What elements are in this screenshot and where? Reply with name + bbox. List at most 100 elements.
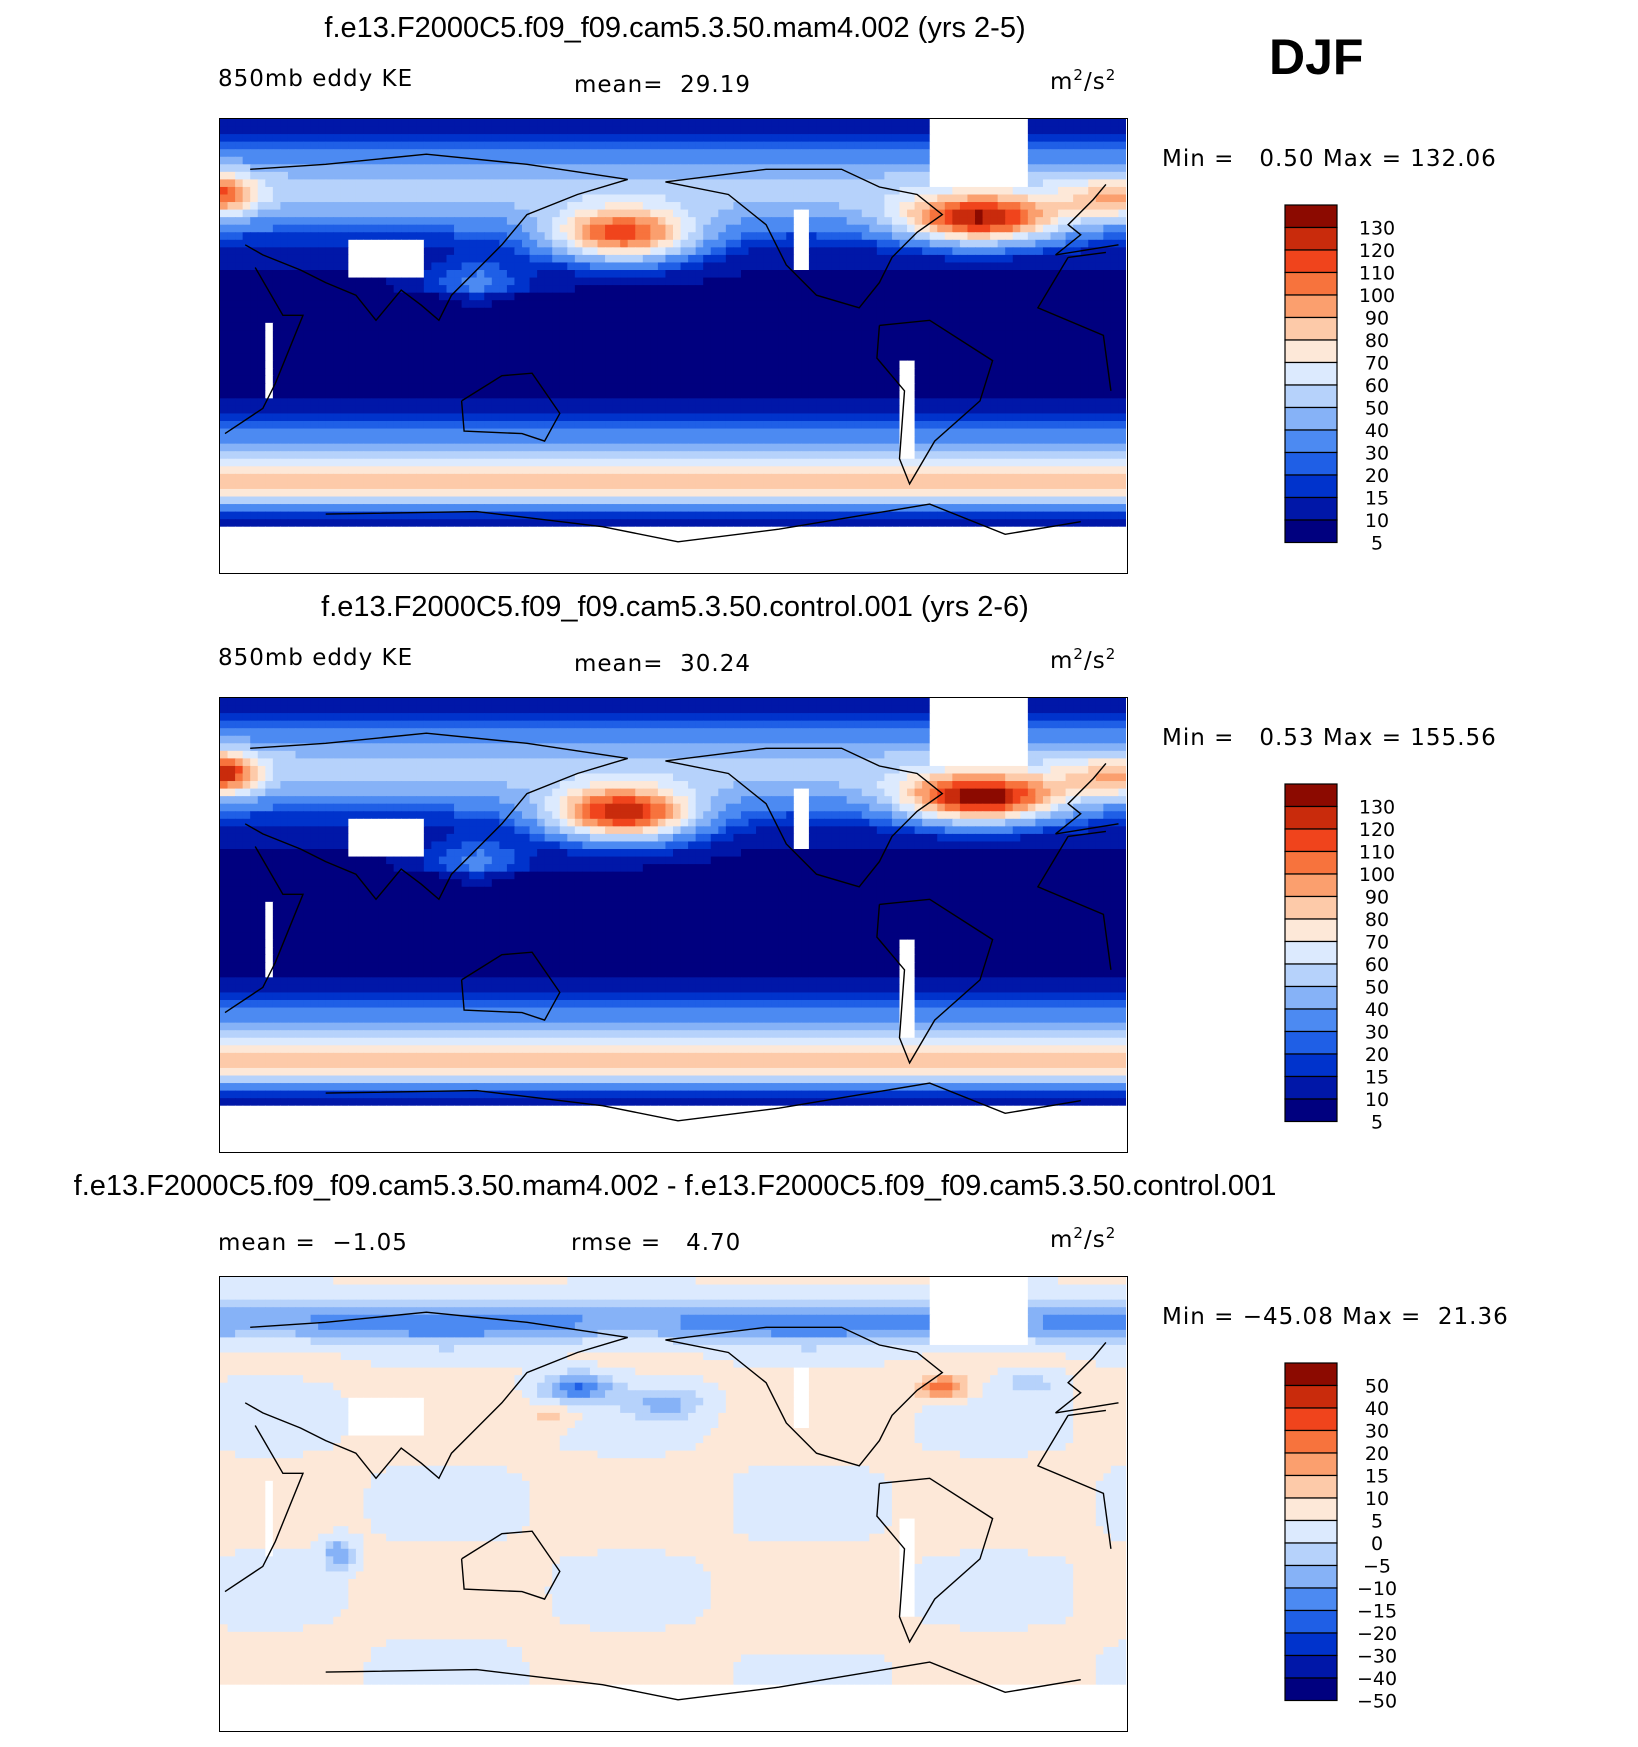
field-cell xyxy=(280,171,289,180)
field-cell xyxy=(680,209,689,218)
field-cell xyxy=(710,164,719,173)
field-cell xyxy=(891,194,901,203)
field-cell xyxy=(506,254,516,264)
field-cell xyxy=(703,262,712,271)
field-cell xyxy=(673,277,682,286)
field-cell xyxy=(688,300,697,309)
field-cell xyxy=(522,421,531,430)
field-cell xyxy=(408,149,417,158)
field-cell xyxy=(869,345,878,354)
field-cell xyxy=(673,119,682,128)
field-cell xyxy=(469,186,478,196)
field-cell xyxy=(650,307,659,316)
field-cell xyxy=(914,194,923,203)
field-cell xyxy=(1103,277,1112,286)
field-cell xyxy=(423,141,432,150)
field-cell xyxy=(839,149,848,158)
field-cell xyxy=(793,383,802,392)
field-cell xyxy=(975,300,984,309)
field-cell xyxy=(861,239,870,248)
field-cell xyxy=(982,141,991,150)
field-cell xyxy=(325,285,334,294)
field-cell xyxy=(582,119,591,128)
field-cell xyxy=(537,239,546,248)
field-cell xyxy=(582,292,591,301)
field-cell xyxy=(401,164,410,173)
field-cell xyxy=(627,247,636,256)
field-cell xyxy=(242,428,251,437)
field-cell xyxy=(756,285,765,294)
field-cell xyxy=(1103,375,1112,384)
field-cell xyxy=(982,217,991,226)
field-cell xyxy=(529,156,538,165)
field-cell xyxy=(763,149,772,158)
field-cell xyxy=(552,353,561,362)
field-cell xyxy=(589,194,599,203)
field-cell xyxy=(771,141,780,150)
field-cell xyxy=(386,292,395,301)
field-cell xyxy=(952,390,961,399)
field-cell xyxy=(461,202,470,211)
field-cell xyxy=(793,421,802,430)
field-cell xyxy=(514,134,523,143)
field-cell xyxy=(740,413,750,422)
field-cell xyxy=(718,254,727,264)
field-cell xyxy=(371,217,380,226)
field-cell xyxy=(1118,194,1126,203)
field-cell xyxy=(393,292,402,301)
field-cell xyxy=(710,239,719,248)
field-cell xyxy=(552,428,561,437)
field-cell xyxy=(635,217,644,226)
field-cell xyxy=(907,179,916,188)
field-cell xyxy=(303,375,312,384)
field-cell xyxy=(235,186,244,196)
field-cell xyxy=(891,262,901,271)
field-cell xyxy=(220,315,229,324)
field-cell xyxy=(318,405,327,415)
field-cell xyxy=(431,300,440,309)
field-cell xyxy=(718,300,727,309)
field-cell xyxy=(786,285,795,294)
field-cell xyxy=(907,345,916,354)
field-cell xyxy=(454,179,463,188)
field-cell xyxy=(408,307,417,316)
field-cell xyxy=(348,428,357,437)
field-cell xyxy=(559,315,568,324)
field-cell xyxy=(725,171,734,180)
field-cell xyxy=(386,209,395,218)
field-cell xyxy=(831,186,840,196)
field-cell xyxy=(522,360,531,369)
field-cell xyxy=(303,360,312,369)
field-cell xyxy=(386,254,395,264)
field-cell xyxy=(378,194,387,203)
field-cell xyxy=(748,224,757,233)
field-cell xyxy=(1088,262,1097,271)
field-cell xyxy=(673,413,682,422)
field-cell xyxy=(846,353,855,362)
field-cell xyxy=(824,360,833,369)
field-cell xyxy=(733,156,742,165)
field-cell xyxy=(899,262,908,271)
field-cell xyxy=(295,428,304,437)
field-cell xyxy=(355,292,365,301)
field-cell xyxy=(272,156,281,165)
field-cell xyxy=(363,134,372,143)
field-cell xyxy=(250,239,259,248)
field-cell xyxy=(665,247,674,256)
field-cell xyxy=(612,353,621,362)
field-cell xyxy=(506,217,516,226)
field-cell xyxy=(680,345,689,354)
field-cell xyxy=(522,270,531,279)
field-cell xyxy=(922,322,931,331)
field-cell xyxy=(303,194,312,203)
field-cell xyxy=(386,179,395,188)
field-cell xyxy=(771,353,780,362)
field-cell xyxy=(574,232,583,241)
field-cell xyxy=(363,224,372,233)
field-cell xyxy=(612,156,621,165)
field-cell xyxy=(959,119,969,128)
field-cell xyxy=(975,209,984,218)
field-cell xyxy=(907,262,916,271)
field-cell xyxy=(975,232,984,241)
field-cell xyxy=(801,247,810,256)
